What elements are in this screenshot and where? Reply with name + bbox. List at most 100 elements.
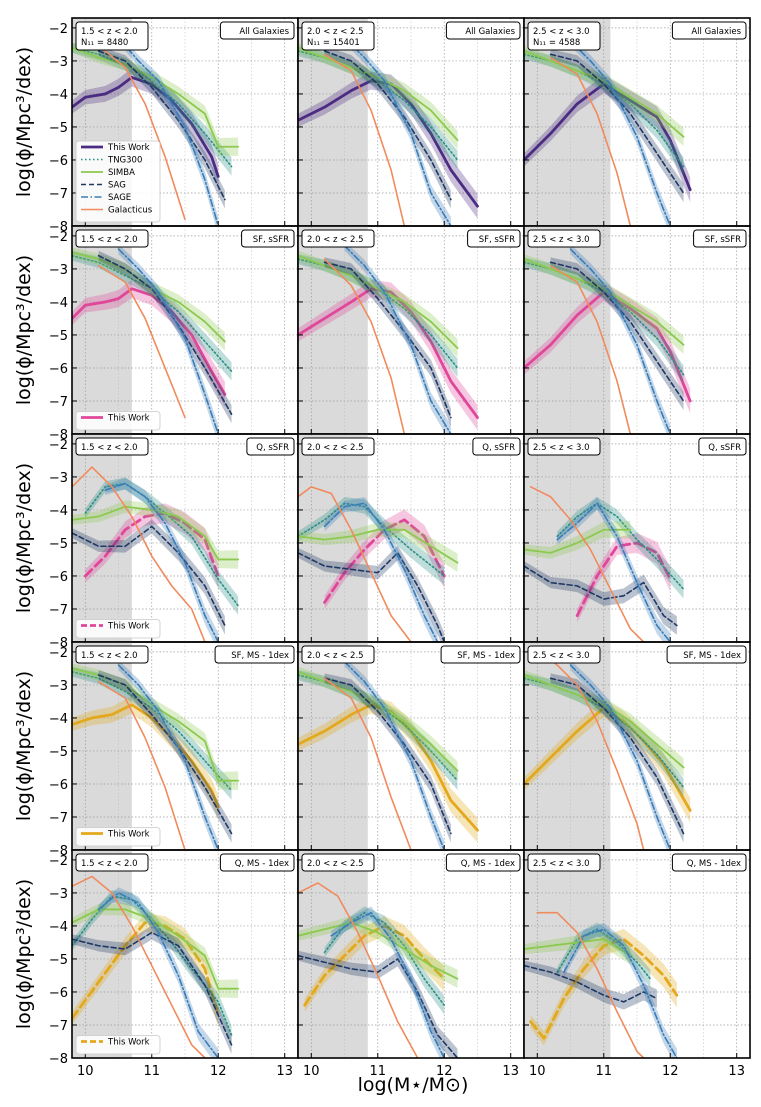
y-tick-label: −8 [49, 220, 68, 235]
y-tick-label: −3 [49, 263, 68, 278]
sage-band [118, 32, 219, 226]
simba-band [72, 247, 225, 351]
panel-r1-c1: 2.0 < z < 2.5 SF, sSFR [297, 225, 525, 435]
tng300-line [556, 928, 652, 980]
selection-label-box [445, 21, 521, 40]
selection-label-box [219, 21, 295, 40]
tng300-band [72, 666, 232, 800]
y-tick-label: −6 [49, 570, 68, 585]
this-work-band [298, 71, 478, 219]
y-tick-label: −4 [49, 920, 68, 935]
simba-line [524, 938, 632, 957]
n11-label: N₁₁ = 8480 [81, 38, 128, 48]
selection-label-box [440, 645, 521, 664]
simba-line [524, 674, 685, 769]
sage-line [97, 892, 220, 1058]
n11-label: N₁₁ = 4588 [533, 38, 580, 48]
legend-entry: This Work [107, 830, 150, 840]
redshift-label: 1.5 < z < 2.0 [81, 27, 138, 37]
tng300-band [524, 257, 684, 384]
y-tick-label: −6 [49, 986, 68, 1001]
redshift-label: 2.5 < z < 3.0 [533, 651, 590, 661]
x-tick-label: 10 [303, 1064, 320, 1079]
redshift-label-box [527, 229, 601, 248]
tng300-band [72, 42, 232, 176]
selection-label-box [467, 229, 521, 248]
galacticus-line [97, 680, 186, 850]
redshift-label-box [527, 21, 601, 51]
simba-band [524, 46, 684, 147]
y-tick-label: −3 [49, 55, 68, 70]
this-work-line [298, 703, 479, 832]
n11-label: N₁₁ = 15401 [307, 38, 360, 48]
simba-line [298, 670, 459, 772]
tng300-band [298, 254, 458, 378]
sage-band [105, 477, 219, 642]
sage-band [344, 656, 445, 850]
x-tick-label: 12 [436, 1064, 453, 1079]
legend-entry: Galacticus [108, 206, 153, 216]
simba-line [524, 50, 685, 138]
this-work-line [83, 511, 220, 578]
y-tick-label: −6 [49, 778, 68, 793]
this-work-band [72, 913, 219, 1028]
legend-entry: This Work [107, 1038, 150, 1048]
y-tick-label: −7 [49, 603, 68, 618]
y-tick-label: −6 [49, 154, 68, 169]
sag-line [323, 50, 452, 201]
mass-limit-shade [524, 18, 611, 226]
y-tick-label: −7 [49, 811, 68, 826]
selection-label: Q, sSFR [482, 443, 515, 453]
legend: This Work [75, 1035, 161, 1055]
selection-label: Q, MS - 1dex [687, 859, 741, 869]
sag-line [323, 677, 452, 835]
redshift-label: 2.0 < z < 2.5 [307, 859, 364, 869]
x-tick-label: 11 [369, 1064, 386, 1079]
legend: This Work [75, 411, 161, 431]
selection-label-box [693, 229, 747, 248]
sag-line [549, 677, 685, 835]
simba-line [298, 254, 459, 350]
sage-band [570, 36, 671, 226]
simba-band [72, 663, 239, 790]
tng300-band [524, 49, 684, 176]
sage-line [330, 911, 446, 1058]
y-tick-label: −8 [49, 1052, 68, 1067]
sage-line [569, 248, 672, 434]
y-tick-label: −5 [49, 537, 68, 552]
sage-line [104, 482, 220, 642]
sage-line [563, 928, 678, 1058]
selection-label: Q, MS - 1dex [235, 859, 289, 869]
redshift-label: 2.0 < z < 2.5 [307, 443, 364, 453]
tng300-line [84, 482, 239, 607]
panel-r1-c2: 2.5 < z < 3.0 SF, sSFR [523, 225, 751, 435]
this-work-line [72, 76, 220, 178]
simba-line [298, 46, 459, 142]
galacticus-line [298, 882, 419, 1058]
y-tick-label: −3 [49, 679, 68, 694]
this-work-line [524, 82, 692, 192]
y-tick-label: −7 [49, 187, 68, 202]
x-axis-label: log(M⋆/M⊙) [358, 1074, 469, 1096]
sage-line [117, 664, 220, 850]
galacticus-line [323, 677, 412, 850]
simba-line [72, 46, 240, 148]
x-tick-label: 12 [210, 1064, 227, 1079]
selection-label: Q, sSFR [708, 443, 741, 453]
galacticus-line [323, 53, 406, 226]
y-tick-label: −5 [49, 121, 68, 136]
selection-label: All Galaxies [239, 27, 289, 37]
panel-r4-c0: −2 −3 −4 −5 −6 −7 −8 10 11 12 13 1.5 < z < 2.0 Q, MS… [49, 849, 299, 1079]
this-work-band [530, 928, 677, 1046]
this-work-band [72, 279, 225, 407]
simba-line [72, 251, 226, 343]
legend: This Work TNG300 SIMBA SAG SAGE Galacticus [75, 140, 161, 223]
redshift-label: 1.5 < z < 2.0 [81, 235, 138, 245]
redshift-label-box [301, 437, 375, 456]
mass-limit-shade [524, 226, 611, 434]
